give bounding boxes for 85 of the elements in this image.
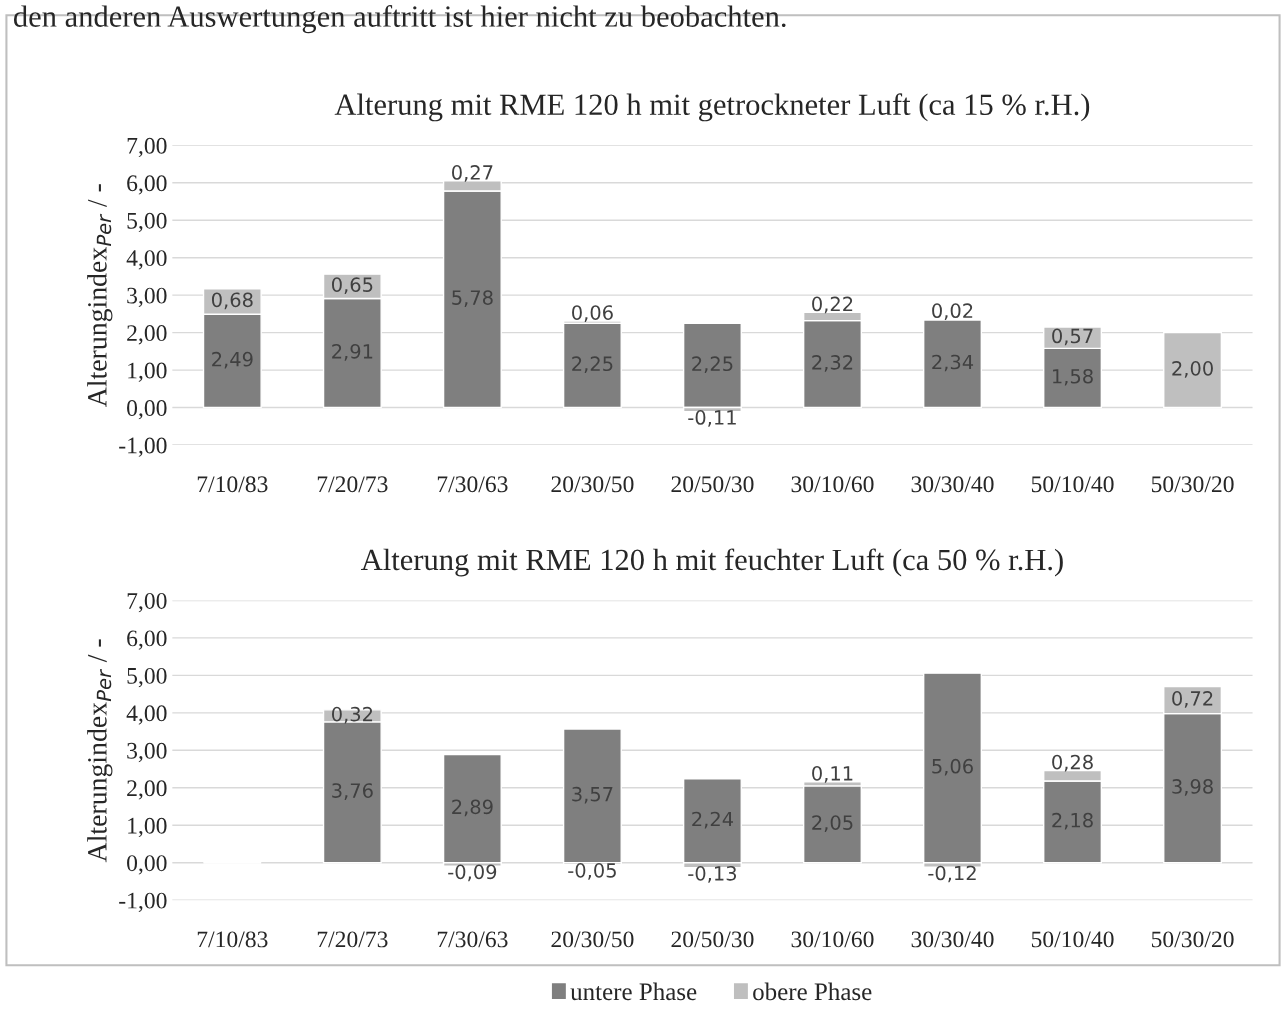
y-tick-label: 6,00 — [127, 630, 167, 650]
x-tick-label: 50/30/20 — [1151, 476, 1234, 493]
y-tick-label: 6,00 — [127, 175, 167, 195]
y-tick-label: 7,00 — [127, 592, 167, 613]
x-tick-label: 30/10/60 — [791, 476, 874, 493]
x-tick-label: 7/10/83 — [197, 476, 268, 493]
data-label: 2,89 — [452, 799, 493, 817]
chart-title: Alterung mit RME 120 h mit feuchter Luft (ca 50 % r.H.) — [361, 548, 1063, 577]
y-tick-label: 5,00 — [127, 212, 167, 233]
x-tick-label: 7/20/73 — [317, 476, 388, 493]
x-tick-label: 20/30/50 — [551, 931, 634, 948]
x-tick-label: 30/10/60 — [791, 931, 874, 948]
data-label: 5,06 — [932, 758, 973, 776]
y-tick-label: 4,00 — [126, 705, 167, 725]
data-label: 3,57 — [572, 786, 613, 804]
y-tick-label: 3,00 — [127, 742, 167, 763]
data-label: 5,78 — [452, 290, 493, 307]
y-tick-label: 0,00 — [127, 400, 167, 420]
data-label: 0,06 — [572, 305, 613, 322]
data-label: 0,65 — [332, 277, 373, 294]
y-tick-label: 2,00 — [127, 325, 167, 345]
y-tick-label: 2,00 — [127, 780, 167, 800]
bar — [682, 322, 742, 409]
data-label: -0,11 — [688, 410, 736, 427]
data-label: 2,25 — [692, 356, 733, 374]
data-label: 2,24 — [692, 811, 733, 829]
bar — [562, 322, 622, 409]
data-label: 2,49 — [212, 351, 253, 369]
data-label: 2,18 — [1052, 812, 1093, 830]
y-tick-label: 1,00 — [128, 817, 167, 838]
y-tick-label: 4,00 — [126, 250, 167, 270]
data-label: -0,13 — [688, 866, 737, 883]
data-label: 2,34 — [932, 354, 974, 372]
legend-label: untere Phase — [570, 982, 697, 1001]
y-tick-label: 0,00 — [127, 855, 167, 875]
data-label: -0,09 — [448, 864, 497, 882]
x-tick-label: 7/10/83 — [197, 931, 268, 948]
bar — [922, 672, 982, 864]
x-tick-label: 30/30/40 — [911, 931, 994, 948]
x-tick-label: 20/30/50 — [551, 476, 634, 493]
data-label: 2,91 — [332, 343, 373, 361]
bar — [682, 778, 742, 864]
x-tick-label: 7/30/63 — [437, 476, 508, 493]
data-label: 2,00 — [1172, 361, 1213, 378]
data-label: -0,12 — [928, 865, 976, 883]
x-tick-label: 30/30/40 — [911, 476, 994, 493]
bar — [922, 319, 982, 409]
data-label: 3,98 — [1172, 779, 1213, 796]
data-label: 2,32 — [812, 355, 853, 372]
data-label: 0,72 — [1172, 691, 1213, 708]
data-label: 1,58 — [1053, 368, 1093, 386]
x-tick-label: 7/20/73 — [317, 931, 388, 948]
x-tick-label: 50/10/40 — [1031, 931, 1114, 948]
data-label: 0,11 — [812, 765, 853, 783]
data-label: 3,76 — [332, 783, 373, 800]
data-label: 2,25 — [572, 356, 613, 374]
y-tick-label: -1,00 — [119, 437, 167, 457]
bar — [1163, 331, 1223, 409]
data-label: 0,28 — [1052, 754, 1093, 772]
bar — [562, 728, 622, 864]
bar — [442, 753, 502, 864]
bar — [802, 785, 862, 864]
x-tick-label: 50/10/40 — [1031, 476, 1114, 493]
y-tick-label: 7,00 — [127, 137, 167, 158]
x-tick-label: 20/50/30 — [671, 476, 754, 493]
y-tick-label: -1,00 — [119, 892, 167, 912]
x-tick-label: 50/30/20 — [1151, 931, 1234, 948]
x-tick-label: 7/30/63 — [437, 931, 508, 948]
data-label: 0,57 — [1052, 328, 1093, 346]
x-tick-label: 20/50/30 — [671, 931, 754, 948]
y-axis-title: Alterungindex$_{Per}$ / - — [87, 639, 113, 863]
y-tick-label: 5,00 — [127, 667, 167, 688]
legend-label: obere Phase — [753, 982, 872, 1001]
data-label: 0,22 — [812, 296, 853, 314]
data-label: 2,05 — [812, 815, 853, 832]
text: den anderen Auswertungen auftritt ist hier nicht zu beobachten. — [13, 5, 786, 34]
y-axis-title: Alterungindex$_{Per}$ / - — [87, 184, 113, 407]
y-tick-label: 1,00 — [128, 362, 167, 382]
data-label: -0,05 — [568, 863, 616, 880]
data-label: 0,32 — [332, 706, 373, 724]
data-label: 0,27 — [452, 165, 493, 182]
y-tick-label: 3,00 — [127, 287, 167, 307]
chart-title: Alterung mit RME 120 h mit getrockneter Luft (ca 15 % r.H.) — [334, 93, 1090, 122]
data-label: 0,02 — [932, 303, 973, 321]
data-label: 0,68 — [211, 292, 253, 310]
